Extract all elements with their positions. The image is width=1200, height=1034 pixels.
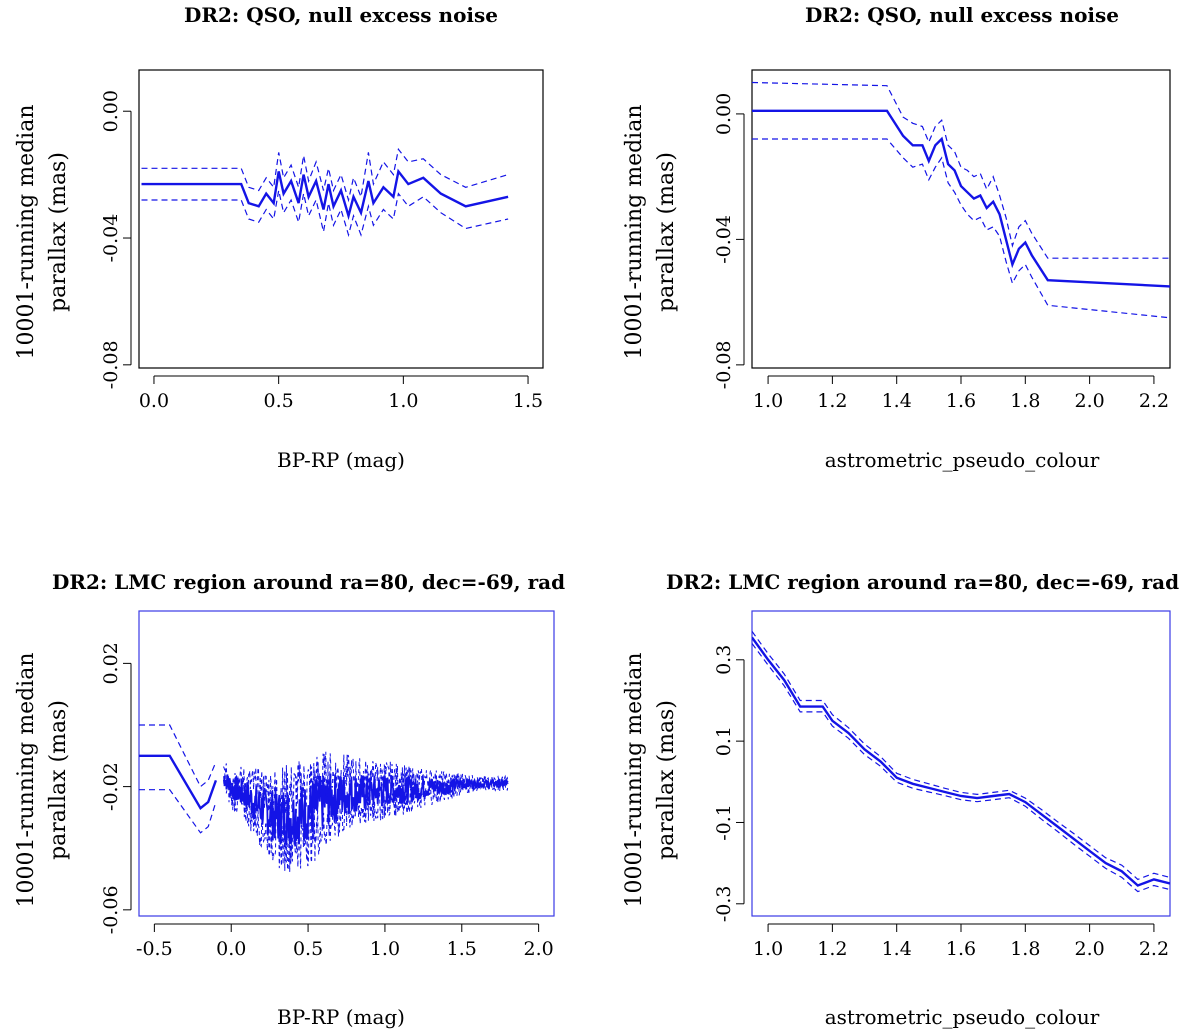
- panel-4-series-lower: [752, 643, 1170, 893]
- panel-4-x-tick-label: 2.0: [1075, 938, 1105, 960]
- panel-4-y-label-line1: 10001-running median: [622, 652, 647, 907]
- panel-1-plot-area: [141, 147, 509, 238]
- panel-2-plot-frame: [751, 69, 1171, 369]
- panel-2: DR2: QSO, null excess noise astrometric_…: [622, 3, 1171, 472]
- panel-1-y-tick-label: 0.00: [100, 90, 122, 132]
- panel-3-x-tick-label: 1.5: [447, 938, 477, 960]
- panel-3-series-lower: [139, 789, 217, 834]
- panel-3-y-label-line2: parallax (mas): [46, 700, 71, 860]
- panel-3-title: DR2: LMC region around ra=80, dec=-69, r…: [52, 570, 565, 594]
- panel-1-series-median: [141, 168, 509, 221]
- panel-4-marks: 1.0 1.2 1.4 1.6 1.8 2.0 2.2 0.3 0.1 -0.1 -0.3: [713, 630, 1170, 960]
- panel-1-x-tick-label: 0.0: [139, 390, 169, 412]
- panel-2-x-tick-label: 2.0: [1075, 390, 1105, 412]
- panel-4-x-tick-label: 1.6: [946, 938, 976, 960]
- panel-3-x-tick-label: -0.5: [136, 938, 173, 960]
- panel-1-plot-frame: [138, 69, 544, 369]
- panel-3-plot-frame: [138, 610, 555, 917]
- panel-1: DR2: QSO, null excess noise BP-RP (mag) …: [14, 3, 544, 472]
- panel-2-y-label-line1: 10001-running median: [622, 104, 647, 359]
- panel-3-y-tick-label: 0.02: [100, 642, 122, 684]
- panel-1-marks: 0.0 0.5 1.0 1.5 0.00 -0.04 -0.08: [100, 90, 543, 412]
- panel-1-series-lower: [141, 190, 509, 238]
- panel-3-x-label: BP-RP (mag): [277, 1005, 405, 1029]
- panel-2-marks: 1.0 1.2 1.4 1.6 1.8 2.0 2.2 0.00 -0.04 -0.08: [713, 81, 1170, 412]
- panel-1-x-tick-label: 1.0: [388, 390, 418, 412]
- panel-2-x-label: astrometric_pseudo_colour: [825, 448, 1100, 472]
- panel-3-y-tick-label: -0.02: [100, 762, 122, 811]
- panel-2-y-tick-label: 0.00: [713, 93, 735, 135]
- panel-4-y-label-line2: parallax (mas): [654, 700, 679, 860]
- panel-4-plot-area: [752, 630, 1170, 893]
- panel-4-series-median: [752, 636, 1170, 887]
- panel-4-x-label: astrometric_pseudo_colour: [825, 1005, 1100, 1029]
- panel-4-y-tick-label: -0.1: [713, 804, 735, 841]
- panel-4-plot-frame: [751, 610, 1171, 917]
- panel-2-series-median: [752, 109, 1170, 288]
- panel-1-x-label: BP-RP (mag): [277, 448, 405, 472]
- panel-3-x-tick-label: 2.0: [524, 938, 554, 960]
- panel-2-y-tick-label: -0.04: [713, 215, 735, 264]
- panel-2-x-tick-label: 1.2: [817, 390, 847, 412]
- panel-4-x-tick-label: 1.2: [817, 938, 847, 960]
- panel-3-y-tick-label: -0.06: [100, 885, 122, 934]
- panel-2-title: DR2: QSO, null excess noise: [805, 3, 1119, 27]
- panel-3-series-upper: [139, 724, 217, 788]
- panel-2-x-tick-label: 1.4: [882, 390, 912, 412]
- panel-4: DR2: LMC region around ra=80, dec=-69, r…: [622, 570, 1179, 1029]
- panel-1-y-label-line2: parallax (mas): [46, 152, 71, 312]
- panel-3-plot-area: [139, 724, 509, 873]
- panel-1-y-tick-label: -0.04: [100, 214, 122, 263]
- panel-1-title: DR2: QSO, null excess noise: [184, 3, 498, 27]
- panel-4-y-tick-label: 0.1: [713, 726, 735, 756]
- panel-1-x-tick-label: 0.5: [264, 390, 294, 412]
- panel-4-x-tick-label: 2.2: [1139, 938, 1169, 960]
- panel-3-noisy-upper: [223, 751, 509, 822]
- panel-2-plot-area: [752, 81, 1170, 319]
- panel-4-y-tick-label: -0.3: [713, 885, 735, 922]
- panel-2-y-tick-label: -0.08: [713, 340, 735, 389]
- panel-2-series-lower: [752, 138, 1170, 319]
- panel-4-x-tick-label: 1.0: [753, 938, 783, 960]
- panel-2-y-label-line2: parallax (mas): [654, 152, 679, 312]
- panel-2-x-tick-label: 1.0: [753, 390, 783, 412]
- panel-4-series-upper: [752, 630, 1170, 881]
- panel-1-y-tick-label: -0.08: [100, 340, 122, 389]
- panel-2-series-upper: [752, 81, 1170, 259]
- panel-4-title: DR2: LMC region around ra=80, dec=-69, r…: [666, 570, 1179, 594]
- panel-3-y-label-line1: 10001-running median: [14, 652, 39, 907]
- panel-3-x-tick-label: 0.0: [216, 938, 246, 960]
- panel-4-x-tick-label: 1.8: [1010, 938, 1040, 960]
- panel-4-x-tick-label: 1.4: [882, 938, 912, 960]
- panel-1-y-label-line1: 10001-running median: [14, 104, 39, 359]
- panel-3-x-tick-label: 1.0: [370, 938, 400, 960]
- panel-1-x-tick-label: 1.5: [513, 390, 543, 412]
- panel-2-x-tick-label: 1.6: [946, 390, 976, 412]
- panel-2-x-tick-label: 1.8: [1010, 390, 1040, 412]
- panel-3-series-median: [139, 754, 218, 811]
- panel-3: DR2: LMC region around ra=80, dec=-69, r…: [14, 570, 565, 1029]
- panel-4-y-tick-label: 0.3: [713, 645, 735, 675]
- panel-3-marks: -0.5 0.0 0.5 1.0 1.5 2.0 0.02 -0.02 -0.06: [100, 642, 554, 960]
- panel-3-x-tick-label: 0.5: [293, 938, 323, 960]
- panel-3-noisy-lower: [223, 779, 509, 873]
- panel-2-x-tick-label: 2.2: [1139, 390, 1169, 412]
- panel-1-series-upper: [141, 147, 509, 203]
